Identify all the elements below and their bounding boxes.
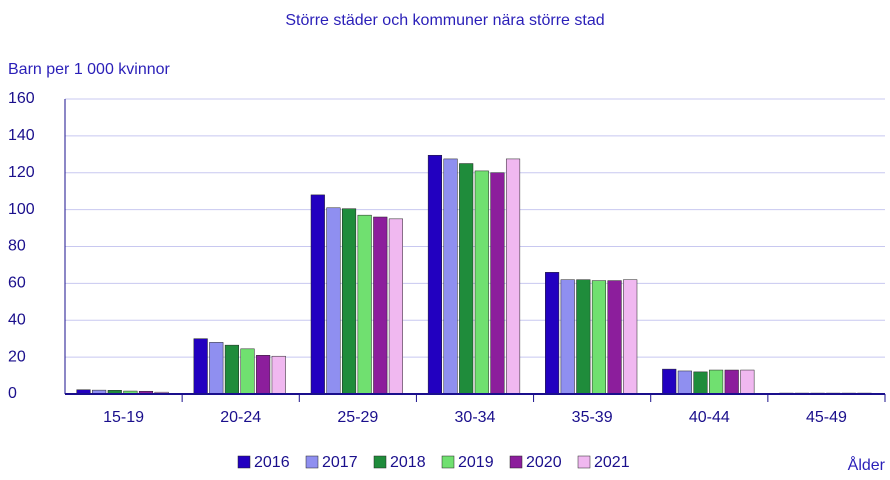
bar	[607, 280, 622, 395]
bar	[693, 371, 708, 395]
bar	[560, 279, 575, 395]
x-tick-label: 25-29	[337, 409, 378, 426]
legend-label: 2021	[594, 454, 630, 471]
y-tick-label: 160	[8, 90, 35, 107]
bar	[576, 279, 591, 395]
y-tick-label: 0	[8, 385, 17, 402]
bar	[474, 170, 489, 395]
x-tick-label: 30-34	[455, 409, 496, 426]
legend-swatch	[305, 455, 319, 469]
bar	[240, 348, 255, 395]
y-tick-label: 20	[8, 348, 26, 365]
legend-label: 2017	[322, 454, 358, 471]
bar	[310, 194, 325, 395]
bar	[662, 368, 677, 395]
bar	[388, 218, 403, 395]
y-tick-label: 120	[8, 164, 35, 181]
legend-swatch	[577, 455, 591, 469]
bar	[326, 207, 341, 395]
y-tick-label: 40	[8, 311, 26, 328]
bar	[709, 369, 724, 395]
bar	[459, 163, 474, 395]
bar	[505, 158, 521, 395]
chart-title: Större städer och kommuner nära större s…	[285, 12, 604, 29]
y-tick-label: 140	[8, 127, 35, 144]
x-tick-label: 35-39	[572, 409, 613, 426]
x-tick-label: 45-49	[806, 409, 847, 426]
bar	[224, 344, 239, 395]
bar	[427, 154, 443, 395]
bar	[740, 369, 755, 395]
x-axis-label: Ålder	[848, 455, 886, 474]
bar	[591, 280, 607, 395]
legend-swatch	[373, 455, 387, 469]
y-tick-label: 100	[8, 201, 35, 218]
bar	[724, 369, 739, 395]
y-axis-label: Barn per 1 000 kvinnor	[8, 61, 171, 78]
legend-label: 2016	[254, 454, 290, 471]
x-tick-label: 15-19	[103, 409, 144, 426]
bar	[545, 272, 560, 395]
y-tick-label: 80	[8, 238, 26, 255]
bar	[271, 355, 286, 395]
bar	[256, 355, 271, 395]
x-tick-label: 40-44	[689, 409, 730, 426]
y-tick-label: 60	[8, 275, 26, 292]
bar	[357, 214, 372, 395]
bar	[490, 172, 505, 395]
legend-swatch	[237, 455, 251, 469]
bar	[193, 338, 208, 395]
bar	[341, 208, 357, 395]
bar	[373, 216, 388, 395]
legend-swatch	[441, 455, 455, 469]
legend-label: 2020	[526, 454, 562, 471]
bar	[677, 370, 692, 395]
bar	[443, 158, 458, 395]
x-tick-label: 20-24	[220, 409, 261, 426]
bar	[209, 342, 224, 395]
legend-label: 2019	[458, 454, 494, 471]
legend-label: 2018	[390, 454, 426, 471]
bar	[623, 279, 638, 395]
legend-swatch	[509, 455, 523, 469]
